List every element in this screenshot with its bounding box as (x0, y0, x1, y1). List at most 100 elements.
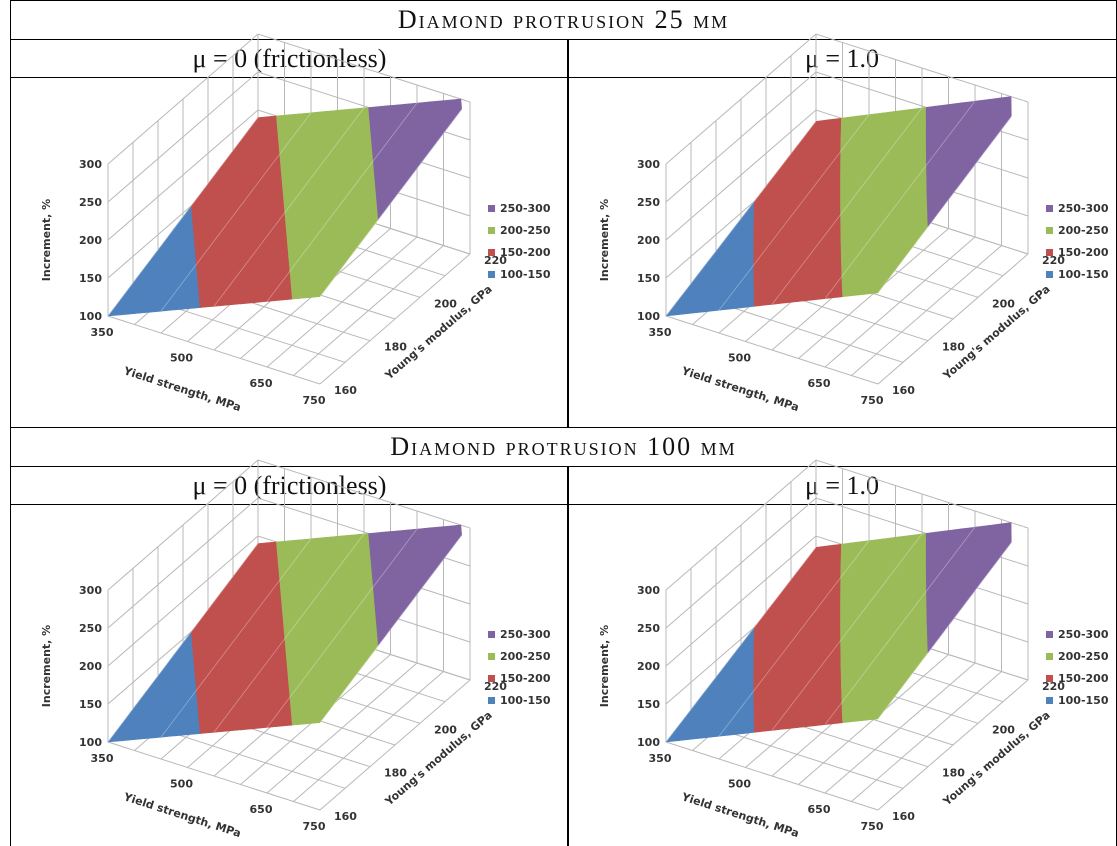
x-tick-label: 350 (649, 326, 672, 339)
section-title-25um: Diamond protrusion 25 μm (10, 0, 1117, 40)
legend-label: 100-150 (1058, 694, 1109, 707)
z-tick-label: 200 (637, 660, 660, 673)
z-axis-label: Increment, % (40, 199, 53, 281)
x-tick-label: 350 (91, 326, 114, 339)
legend-swatch (488, 631, 495, 638)
y-tick-label: 220 (1042, 680, 1065, 693)
surface-meshline (266, 102, 418, 302)
x-tick-label: 750 (303, 394, 326, 407)
surface-meshline (665, 121, 817, 317)
y-tick-label: 200 (434, 723, 457, 736)
surface-chart: 100 150 200 250 300 350 500 650 750 160 180 200 220 I… (598, 33, 1109, 414)
surface-meshline (213, 533, 365, 733)
x-tick-label: 650 (808, 803, 831, 816)
surface-meshline (160, 112, 312, 312)
gridline (107, 315, 321, 385)
surface-band-200-250 (840, 533, 929, 724)
legend-label: 100-150 (500, 268, 551, 281)
y-tick-label: 200 (434, 297, 457, 310)
z-tick-label: 100 (637, 310, 660, 323)
column-divider (567, 40, 569, 427)
legend-label: 150-200 (500, 672, 551, 685)
surface-meshline (266, 528, 418, 728)
surface-meshline (824, 526, 976, 725)
condition-mu-1: μ = 1.0 (804, 44, 880, 73)
gridline (665, 33, 1029, 165)
surface-band-250-300 (368, 98, 463, 221)
surface-meshline (718, 540, 870, 737)
gridline (665, 315, 879, 385)
legend-swatch (488, 653, 495, 660)
legend-swatch (1046, 675, 1053, 682)
z-tick-label: 150 (637, 272, 660, 285)
surface-patch (446, 98, 463, 113)
z-tick-label: 150 (79, 272, 102, 285)
z-tick-label: 250 (79, 196, 102, 209)
z-axis-label: Increment, % (598, 199, 611, 281)
surface-patch (840, 115, 857, 130)
surface-meshline (213, 107, 365, 307)
y-tick-label: 180 (942, 767, 965, 780)
surface-patch (446, 524, 463, 539)
y-tick-label: 220 (484, 680, 507, 693)
legend-label: 150-200 (1058, 672, 1109, 685)
surface-meshline (824, 100, 976, 299)
surface-patch (740, 205, 755, 220)
z-tick-label: 300 (79, 158, 102, 171)
z-tick-label: 100 (637, 736, 660, 749)
z-tick-label: 200 (79, 660, 102, 673)
surface-band-100-150 (665, 626, 755, 743)
x-tick-label: 500 (170, 778, 193, 791)
surface-patch (369, 531, 392, 546)
surface-band-100-150 (665, 200, 755, 317)
x-tick-label: 650 (250, 377, 273, 390)
y-tick-label: 200 (992, 723, 1015, 736)
gridline (107, 459, 471, 591)
gridline (107, 33, 471, 165)
y-tick-label: 200 (992, 297, 1015, 310)
condition-row-100um: μ = 0 (frictionless) μ = 1.0 (10, 467, 1117, 505)
x-tick-label: 650 (808, 377, 831, 390)
y-tick-label: 160 (892, 810, 915, 823)
surface-chart: 100 150 200 250 300 350 500 650 750 160 180 200 220 I… (40, 459, 551, 840)
legend-swatch (488, 249, 495, 256)
x-tick-label: 750 (303, 820, 326, 833)
surface-meshline (319, 523, 471, 723)
z-axis-label: Increment, % (598, 625, 611, 707)
z-tick-label: 100 (79, 310, 102, 323)
legend-swatch (488, 697, 495, 704)
x-tick-label: 350 (649, 752, 672, 765)
legend-swatch (1046, 205, 1053, 212)
z-tick-label: 300 (637, 584, 660, 597)
surface-patch (991, 522, 1012, 537)
surface-patch (840, 541, 857, 556)
legend-label: 100-150 (500, 694, 551, 707)
legend-label: 150-200 (1058, 246, 1109, 259)
surface-patch (1004, 526, 1012, 535)
gridline (665, 459, 1029, 591)
surface-band-150-200 (190, 541, 293, 734)
surface-patch (1004, 100, 1012, 109)
legend-swatch (1046, 227, 1053, 234)
gridline (665, 741, 879, 811)
surface-band-250-300 (925, 96, 1012, 228)
legend-label: 200-250 (1058, 650, 1109, 663)
legend-swatch (488, 227, 495, 234)
legend-swatch (1046, 249, 1053, 256)
z-tick-label: 300 (637, 158, 660, 171)
surface-meshline (877, 94, 1029, 294)
legend-label: 250-300 (1058, 628, 1109, 641)
x-axis-label: Yield strength, MPa (679, 790, 800, 840)
y-tick-label: 160 (892, 384, 915, 397)
surface-band-100-150 (107, 630, 201, 743)
gridline (107, 741, 321, 811)
legend-label: 200-250 (500, 650, 551, 663)
legend-swatch (1046, 631, 1053, 638)
surface-band-200-250 (276, 533, 379, 726)
condition-frictionless: μ = 0 (frictionless) (192, 471, 387, 500)
z-tick-label: 150 (79, 698, 102, 711)
surface-patch (925, 530, 950, 545)
x-axis-label: Yield strength, MPa (679, 364, 800, 414)
x-tick-label: 750 (861, 394, 884, 407)
surface-patch (369, 105, 392, 120)
